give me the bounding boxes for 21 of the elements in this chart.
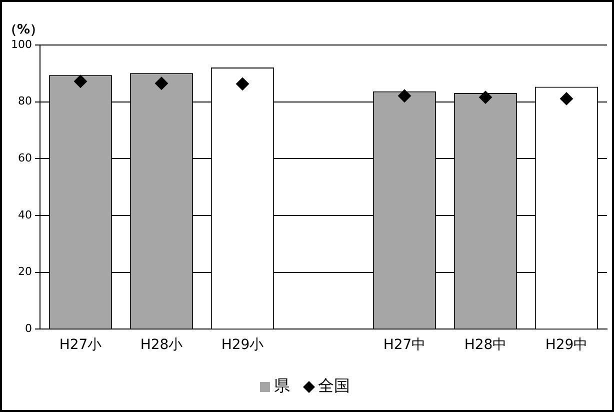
point [398, 89, 411, 102]
y-axis-title: （%） [4, 22, 44, 38]
point [479, 90, 492, 104]
y-tick-label: 80 [18, 94, 32, 108]
x-tick-label: H27中 [383, 337, 426, 354]
x-tick-label: H28中 [464, 337, 507, 354]
point [236, 77, 249, 90]
legend-label: 県 [274, 376, 290, 396]
point [154, 76, 168, 90]
x-tick-label: H29中 [545, 337, 588, 354]
y-tick-label: 20 [18, 265, 32, 278]
x-tick-label: H27小 [59, 337, 102, 354]
y-tick-label: 0 [24, 322, 32, 336]
y-tick-label: 60 [18, 152, 32, 165]
x-tick-label: H29小 [221, 337, 264, 354]
x-tick-label: H28小 [140, 337, 183, 354]
legend-label: 全国 [318, 376, 350, 396]
y-tick-label: 100 [10, 38, 32, 51]
point [74, 74, 87, 88]
y-tick-label: 40 [18, 208, 32, 222]
point [560, 92, 573, 106]
